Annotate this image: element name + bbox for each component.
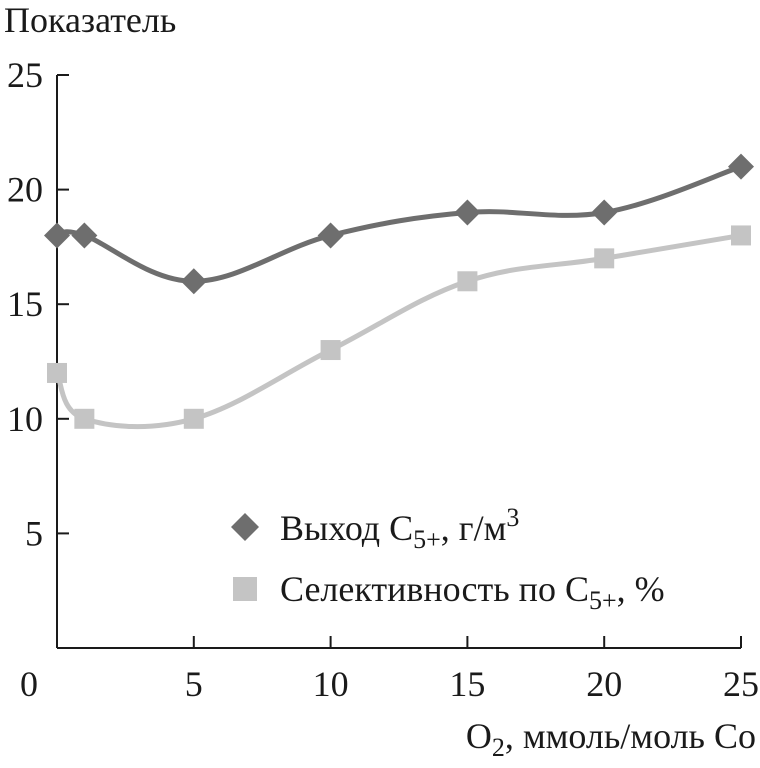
x-tick-label: 0 bbox=[20, 664, 38, 704]
series-0-point-diamond bbox=[728, 153, 754, 180]
legend-label-selectivity-main: Селективность по C bbox=[280, 569, 589, 609]
series-0-point-diamond bbox=[591, 199, 618, 226]
x-tick-label: 15 bbox=[449, 664, 485, 704]
y-tick-label: 25 bbox=[7, 55, 43, 95]
legend-label-yield-subscript: 5+ bbox=[413, 525, 441, 554]
y-axis-title: Показатель bbox=[4, 0, 176, 40]
series-1-point-square bbox=[731, 225, 751, 246]
legend-marker-square bbox=[233, 577, 257, 601]
legend-label-yield: Выход C5+, г/м3 bbox=[280, 503, 519, 554]
series-0-point-diamond bbox=[454, 199, 481, 226]
series-1-point-square bbox=[47, 362, 67, 383]
series-1-line bbox=[54, 232, 742, 430]
y-tick-label: 10 bbox=[7, 399, 43, 439]
legend: Выход C5+, г/м3 Селективность по C5+, % bbox=[231, 503, 665, 615]
y-tick-label: 15 bbox=[7, 284, 43, 324]
legend-label-yield-rest: , г/м bbox=[441, 508, 507, 548]
legend-label-yield-main: Выход C bbox=[280, 508, 413, 548]
legend-label-yield-superscript: 3 bbox=[506, 503, 519, 532]
x-axis-title-rest: , ммоль/моль Co bbox=[505, 716, 756, 756]
series-1-point-square bbox=[457, 271, 478, 292]
legend-label-selectivity-rest: , % bbox=[617, 569, 665, 609]
y-tick-label: 5 bbox=[25, 513, 43, 553]
legend-marker-diamond bbox=[231, 513, 259, 541]
series-1-point-square bbox=[594, 248, 615, 269]
x-axis-title: O2, ммоль/моль Co bbox=[466, 716, 756, 762]
x-tick-label: 20 bbox=[586, 664, 622, 704]
x-tick-label: 10 bbox=[313, 664, 349, 704]
legend-label-selectivity-subscript: 5+ bbox=[589, 586, 617, 615]
series-1-point-square bbox=[320, 340, 341, 361]
y-tick-label: 20 bbox=[7, 170, 43, 210]
legend-item-yield: Выход C5+, г/м3 bbox=[231, 503, 519, 554]
x-axis-title-subscript: 2 bbox=[492, 733, 505, 762]
series-0-point-diamond bbox=[71, 222, 98, 249]
series-0-point-diamond bbox=[317, 222, 344, 249]
series-0-point-diamond bbox=[180, 268, 207, 295]
legend-item-selectivity: Селективность по C5+, % bbox=[233, 569, 665, 615]
x-axis-title-main: O bbox=[466, 716, 492, 756]
series-1-point-square bbox=[74, 408, 95, 429]
x-tick-label: 25 bbox=[723, 664, 759, 704]
legend-label-selectivity: Селективность по C5+, % bbox=[280, 569, 665, 615]
series-0-point-diamond bbox=[44, 222, 70, 249]
plot-layer: 5 10 15 20 25 0 5 10 15 20 25 bbox=[7, 55, 759, 704]
series-0-line bbox=[56, 164, 742, 284]
x-tick-label: 5 bbox=[185, 664, 203, 704]
series-1-point-square bbox=[183, 408, 204, 429]
